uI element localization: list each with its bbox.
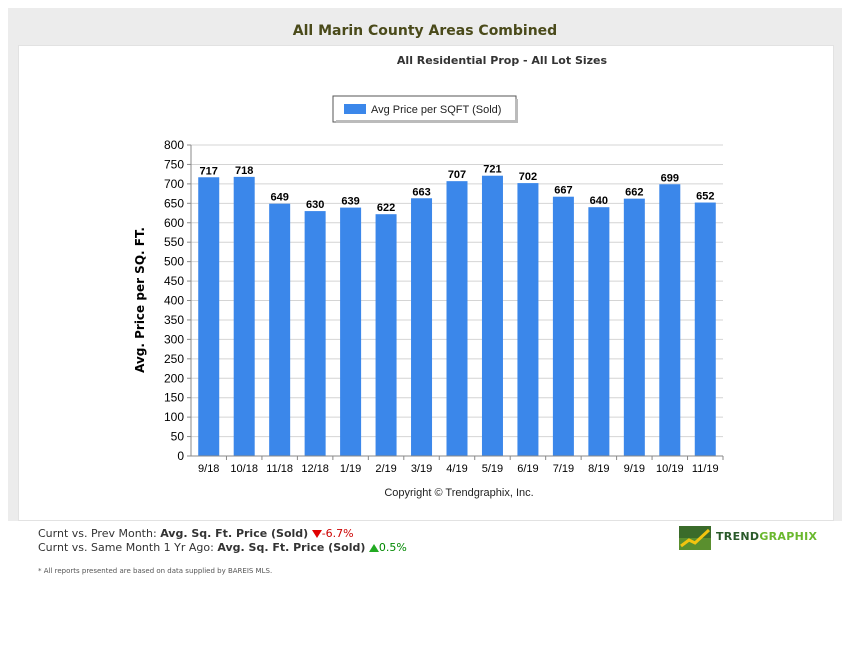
x-tick-label: 10/18 [230, 463, 258, 475]
y-tick-label: 100 [164, 410, 184, 424]
data-label: 662 [625, 187, 643, 199]
trend-chart-icon [679, 526, 711, 550]
data-label: 717 [200, 165, 218, 177]
y-tick-label: 550 [164, 235, 184, 249]
x-tick-label: 3/19 [411, 463, 432, 475]
bar [304, 211, 326, 456]
y-tick-label: 800 [164, 138, 184, 152]
bar [588, 207, 610, 456]
bars [198, 175, 716, 457]
footnote: * All reports presented are based on dat… [38, 567, 273, 575]
data-label: 718 [235, 165, 253, 177]
data-label: 667 [554, 185, 572, 197]
bar [694, 202, 716, 456]
summary-prev-change: -6.7% [321, 527, 354, 540]
arrow-down-icon [311, 530, 322, 538]
x-tick-label: 1/19 [340, 463, 361, 475]
data-label: 652 [696, 191, 714, 203]
x-tick-label: 9/19 [624, 463, 645, 475]
x-tick-label: 11/18 [266, 463, 293, 475]
legend-label: Avg Price per SQFT (Sold) [371, 104, 501, 116]
x-tick-label: 10/19 [656, 463, 684, 475]
data-label: 640 [590, 195, 608, 207]
page-title: All Marin County Areas Combined [292, 23, 558, 39]
summary-prev-label: Curnt vs. Prev Month: [38, 527, 157, 540]
summary-year-change: 0.5% [378, 541, 407, 554]
data-label: 699 [661, 172, 679, 184]
trendgraphix-logo: TRENDGRAPHIX [679, 524, 819, 552]
bar [198, 177, 220, 457]
logo-text-graphix: GRAPHIX [759, 530, 818, 543]
bar [375, 214, 397, 456]
y-tick-label: 450 [164, 274, 184, 288]
x-tick-label: 7/19 [553, 463, 574, 475]
x-tick-label: 5/19 [482, 463, 503, 475]
bar [623, 198, 645, 456]
summary-year-metric: Avg. Sq. Ft. Price (Sold) [217, 541, 366, 554]
y-axis-ticks: 0 50 100 150 200 250 300 350 400 450 500 550 600 650 7… [164, 138, 191, 463]
data-label: 630 [306, 199, 324, 211]
data-label: 649 [270, 192, 288, 204]
summary-prev-month: Curnt vs. Prev Month: Avg. Sq. Ft. Price… [38, 527, 354, 540]
bar [269, 203, 291, 456]
bar [481, 175, 503, 456]
data-label: 721 [483, 164, 501, 176]
y-tick-label: 600 [164, 216, 184, 230]
y-tick-label: 300 [164, 332, 184, 346]
summary-year-label: Curnt vs. Same Month 1 Yr Ago: [38, 541, 214, 554]
data-label: 707 [448, 169, 466, 181]
y-tick-label: 150 [164, 391, 184, 405]
bar [411, 198, 433, 457]
bar [233, 176, 255, 456]
x-axis-ticks: 9/18 10/18 11/18 12/18 1/19 2/19 3/19 4/19 5/19 6… [198, 456, 724, 475]
y-tick-label: 350 [164, 313, 184, 327]
bar [340, 207, 362, 456]
y-axis-label: Avg. Price per SQ. FT. [133, 227, 147, 373]
summary-prev-metric: Avg. Sq. Ft. Price (Sold) [160, 527, 309, 540]
summary-year-ago: Curnt vs. Same Month 1 Yr Ago: Avg. Sq. … [38, 541, 407, 554]
bar [659, 184, 681, 457]
data-label: 639 [341, 196, 359, 208]
copyright: Copyright © Trendgraphix, Inc. [384, 487, 533, 499]
chart-subtitle: All Residential Prop - All Lot Sizes [397, 54, 608, 67]
y-tick-label: 650 [164, 196, 184, 210]
bar [517, 183, 539, 456]
x-tick-label: 8/19 [588, 463, 609, 475]
x-tick-label: 9/18 [198, 463, 219, 475]
bar [552, 196, 574, 457]
y-tick-label: 400 [164, 294, 184, 308]
y-tick-label: 700 [164, 177, 184, 191]
logo-text-trend: TREND [716, 530, 760, 543]
y-tick-label: 0 [177, 449, 184, 463]
x-tick-label: 11/19 [692, 463, 719, 475]
x-tick-label: 4/19 [446, 463, 467, 475]
logo-text: TRENDGRAPHIX [716, 530, 817, 543]
y-tick-label: 250 [164, 352, 184, 366]
x-tick-label: 2/19 [375, 463, 396, 475]
bar-chart: All Residential Prop - All Lot Sizes Avg… [133, 54, 724, 499]
y-tick-label: 50 [171, 430, 185, 444]
data-labels: 717 718 649 630 639 622 663 707 721 702 667 640 662 6… [200, 164, 715, 214]
legend: Avg Price per SQFT (Sold) [332, 95, 518, 123]
bar [446, 181, 468, 456]
y-tick-label: 750 [164, 157, 184, 171]
legend-swatch [344, 104, 366, 114]
arrow-up-icon [368, 544, 379, 552]
y-tick-label: 500 [164, 255, 184, 269]
data-label: 663 [412, 186, 430, 198]
y-tick-label: 200 [164, 371, 184, 385]
data-label: 702 [519, 171, 537, 183]
x-tick-label: 6/19 [517, 463, 538, 475]
data-label: 622 [377, 202, 395, 214]
x-tick-label: 12/18 [301, 463, 329, 475]
